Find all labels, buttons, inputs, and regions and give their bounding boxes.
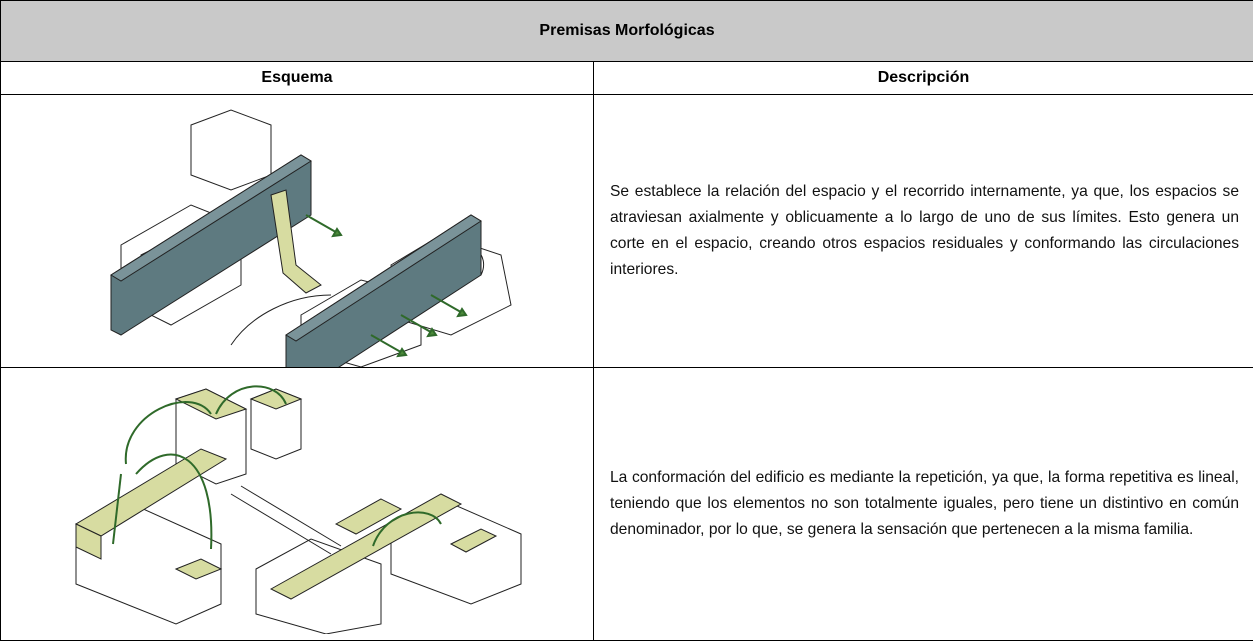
column-header: Descripción <box>594 62 1253 95</box>
page: Premisas Morfológicas Esquema Descripció… <box>0 0 1253 627</box>
column-header: Esquema <box>1 62 594 95</box>
diagram-cell <box>1 368 594 641</box>
diagram-cell <box>1 95 594 368</box>
description: La conformación del edificio es mediante… <box>594 368 1253 641</box>
repetition-diagram <box>1 374 592 634</box>
table-title: Premisas Morfológicas <box>1 1 1253 62</box>
description: Se establece la relación del espacio y e… <box>594 95 1253 368</box>
axial-diagram <box>1 95 592 367</box>
